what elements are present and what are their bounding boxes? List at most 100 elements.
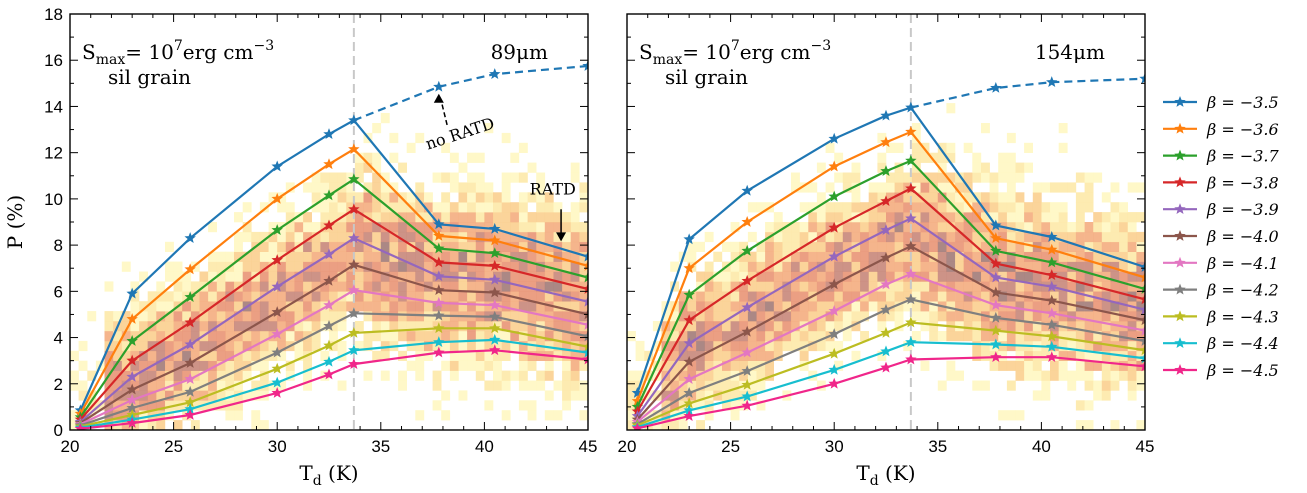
- density-cell: [808, 231, 818, 243]
- density-cell: [389, 311, 399, 322]
- density-cell: [251, 231, 261, 243]
- density-cell: [389, 231, 399, 243]
- density-cell: [570, 222, 580, 233]
- density-cell: [475, 301, 485, 312]
- density-cell: [518, 340, 528, 352]
- density-cell: [955, 311, 964, 322]
- density-cell: [1119, 331, 1128, 342]
- density-cell: [156, 380, 166, 391]
- density-cell: [1093, 390, 1103, 401]
- density-cell: [998, 172, 1008, 183]
- data-point: [1046, 231, 1058, 242]
- density-cell: [467, 172, 476, 183]
- x-axis-label-main: T: [856, 461, 870, 485]
- density-cell: [363, 291, 373, 302]
- density-cell: [981, 321, 990, 332]
- density-cell: [346, 192, 356, 203]
- density-cell: [1101, 281, 1111, 292]
- density-cell: [920, 172, 930, 183]
- data-point: [489, 310, 501, 322]
- density-cell: [501, 331, 511, 342]
- density-cell: [406, 271, 416, 282]
- density-cell: [696, 340, 705, 352]
- density-cell: [303, 241, 312, 252]
- density-cell: [886, 301, 895, 312]
- density-cell: [903, 301, 913, 312]
- density-cell: [1084, 222, 1094, 233]
- density-cell: [920, 271, 930, 282]
- density-cell: [527, 410, 537, 421]
- density-cell: [972, 202, 982, 213]
- density-cell: [199, 390, 209, 401]
- density-cell: [946, 192, 956, 203]
- density-cell: [354, 192, 364, 203]
- density-cell: [562, 251, 571, 262]
- density-cell: [713, 291, 723, 302]
- density-cell: [799, 360, 809, 371]
- density-cell: [1101, 212, 1111, 223]
- density-cell: [1032, 212, 1042, 223]
- data-point: [433, 322, 445, 334]
- density-cell: [808, 281, 818, 292]
- density-cell: [156, 281, 166, 292]
- density-cell: [635, 350, 645, 361]
- density-cell: [756, 261, 766, 272]
- density-cell: [570, 251, 580, 262]
- data-point: [1046, 307, 1058, 319]
- density-cell: [251, 410, 261, 421]
- density-cell: [1015, 331, 1025, 342]
- density-cell: [510, 271, 520, 282]
- no-ratd-point: [1046, 76, 1058, 88]
- density-cell: [139, 420, 148, 430]
- density-cell: [518, 291, 528, 302]
- data-point: [683, 262, 695, 274]
- data-point: [741, 378, 753, 390]
- density-cell: [1101, 251, 1111, 262]
- density-cell: [670, 261, 680, 272]
- density-cell: [242, 231, 252, 243]
- density-cell: [1015, 222, 1025, 233]
- density-cell: [946, 251, 956, 262]
- density-cell: [644, 410, 654, 421]
- density-cell: [678, 410, 688, 421]
- density-cell: [268, 321, 278, 332]
- density-cell: [173, 281, 183, 292]
- density-cell: [493, 281, 502, 292]
- density-cell: [458, 261, 468, 272]
- density-cell: [484, 271, 494, 282]
- density-cell: [816, 202, 826, 213]
- density-cell: [730, 222, 740, 233]
- density-cell: [165, 261, 174, 272]
- density-cell: [285, 281, 295, 292]
- density-cell: [139, 331, 148, 342]
- density-cell: [842, 331, 852, 342]
- density-cell: [346, 301, 356, 312]
- density-cell: [294, 291, 304, 302]
- density-cell: [1101, 271, 1111, 282]
- density-cell: [372, 241, 382, 252]
- density-cell: [825, 271, 835, 282]
- density-cell: [687, 331, 697, 342]
- density-cell: [190, 261, 200, 272]
- density-cell: [458, 340, 468, 352]
- density-cell: [1015, 301, 1025, 312]
- density-cell: [799, 222, 809, 233]
- density-cell: [791, 222, 800, 233]
- density-cell: [415, 192, 425, 203]
- density-cell: [1075, 212, 1085, 223]
- density-cell: [903, 172, 913, 183]
- density-cell: [536, 281, 546, 292]
- data-point: [1046, 256, 1058, 268]
- density-cell: [251, 380, 261, 391]
- density-cell: [1127, 231, 1137, 243]
- series-group: [74, 60, 588, 430]
- legend-label: β = −4.0: [1206, 227, 1279, 246]
- data-point: [126, 417, 138, 428]
- x-tick-label: 35: [928, 437, 947, 456]
- density-cell: [398, 380, 407, 391]
- density-cell: [251, 350, 261, 361]
- data-point: [683, 233, 695, 245]
- density-cell: [251, 281, 261, 292]
- density-cell: [527, 212, 537, 223]
- density-cell: [363, 370, 373, 381]
